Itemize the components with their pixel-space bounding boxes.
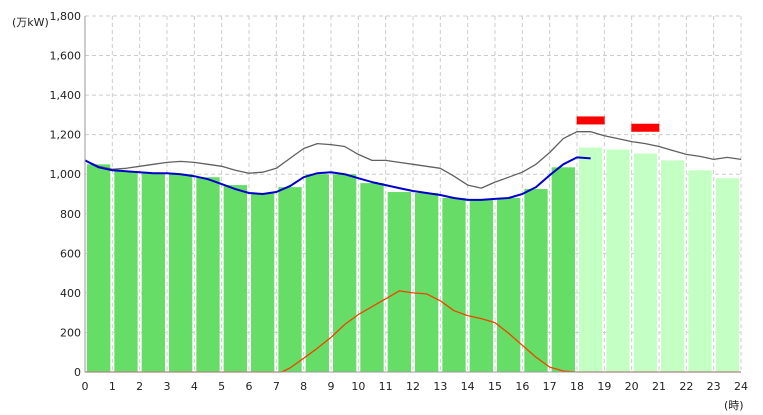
demand-line	[84, 156, 591, 201]
x-tick-label: 15	[488, 380, 502, 393]
forecast-line	[84, 131, 742, 189]
peak-marker	[576, 116, 605, 125]
y-tick-label: 1,000	[50, 168, 82, 181]
y-tick-label: 200	[60, 326, 81, 339]
solar-line	[85, 290, 741, 373]
demand-bar	[551, 167, 575, 372]
x-tick-label: 1	[109, 380, 116, 393]
demand-bar	[469, 199, 493, 372]
x-tick-label: 3	[164, 380, 171, 393]
y-tick-label: 400	[60, 287, 81, 300]
x-tick-label: 20	[625, 380, 639, 393]
grid	[85, 15, 742, 372]
demand-bar	[688, 170, 712, 372]
x-tick-label: 7	[273, 380, 280, 393]
lines	[84, 131, 742, 373]
bars	[87, 147, 739, 372]
x-tick-label: 5	[218, 380, 225, 393]
demand-bar	[715, 178, 739, 372]
x-tick-label: 10	[351, 380, 365, 393]
x-tick-label: 22	[679, 380, 693, 393]
x-tick-label: 14	[461, 380, 475, 393]
peak-marker	[631, 123, 660, 132]
x-tick-label: 19	[597, 380, 611, 393]
demand-bar	[579, 147, 603, 372]
x-tick-label: 0	[82, 380, 89, 393]
demand-bar	[333, 174, 357, 372]
x-tick-label: 21	[652, 380, 666, 393]
demand-bar	[633, 153, 657, 372]
x-tick-label: 11	[379, 380, 393, 393]
y-tick-label: 1,600	[50, 50, 82, 63]
x-tick-label: 17	[543, 380, 557, 393]
demand-bar	[223, 185, 247, 372]
x-tick-label: 16	[515, 380, 529, 393]
peak-markers	[576, 116, 660, 132]
demand-bar	[87, 164, 111, 372]
y-tick-label: 800	[60, 208, 81, 221]
y-axis-unit: (万kW)	[12, 16, 49, 29]
x-tick-label: 13	[433, 380, 447, 393]
demand-bar	[305, 174, 329, 372]
demand-bar	[251, 193, 275, 372]
demand-bar	[196, 177, 220, 372]
y-tick-label: 1,200	[50, 129, 82, 142]
x-tick-label: 9	[328, 380, 335, 393]
x-tick-label: 12	[406, 380, 420, 393]
demand-bar	[169, 174, 193, 372]
x-tick-label: 8	[300, 380, 307, 393]
axes: 0 200 400 600 800 1,000 1,200 1,400 1,600 1,800 0 1…	[50, 10, 749, 393]
demand-bar	[661, 160, 685, 372]
x-tick-label: 4	[191, 380, 198, 393]
demand-bar	[415, 193, 439, 372]
x-tick-label: 18	[570, 380, 584, 393]
x-tick-label: 24	[734, 380, 748, 393]
demand-bar	[278, 187, 302, 372]
demand-bar	[524, 189, 548, 372]
x-tick-label: 2	[136, 380, 143, 393]
demand-bar	[497, 197, 521, 372]
demand-bar	[360, 183, 384, 372]
y-tick-label: 1,400	[50, 89, 82, 102]
y-tick-label: 1,800	[50, 10, 82, 23]
demand-bar	[387, 192, 411, 372]
demand-bar	[114, 171, 138, 372]
demand-bar	[442, 197, 466, 372]
x-axis-unit: (時)	[724, 399, 744, 412]
demand-bar	[606, 149, 630, 372]
y-tick-label: 0	[74, 366, 81, 379]
y-tick-label: 600	[60, 247, 81, 260]
demand-bar	[141, 173, 165, 372]
x-tick-label: 6	[246, 380, 253, 393]
x-tick-label: 23	[707, 380, 721, 393]
